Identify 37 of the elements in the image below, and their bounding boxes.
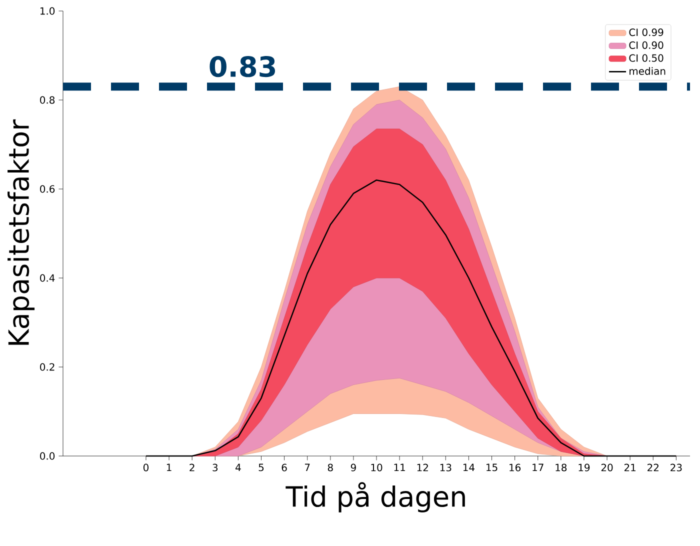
legend-label: CI 0.50 bbox=[629, 54, 664, 62]
x-tick-label: 5 bbox=[258, 464, 264, 472]
x-tick-label: 23 bbox=[670, 464, 682, 472]
x-tick-label: 21 bbox=[624, 464, 636, 472]
x-tick-label: 10 bbox=[371, 464, 382, 472]
x-tick-label: 9 bbox=[350, 464, 356, 472]
y-tick-label: 0.8 bbox=[40, 96, 55, 104]
x-tick-label: 7 bbox=[304, 464, 310, 472]
legend-label: CI 0.99 bbox=[629, 28, 664, 36]
x-tick-label: 1 bbox=[166, 464, 172, 472]
x-tick-label: 6 bbox=[282, 464, 287, 472]
x-axis-title: Tid på dagen bbox=[286, 482, 465, 512]
y-tick-label: 0.4 bbox=[40, 274, 55, 282]
x-tick-label: 8 bbox=[328, 464, 333, 472]
x-tick-label: 3 bbox=[212, 464, 218, 472]
y-tick-label: 1.0 bbox=[40, 7, 55, 15]
x-tick-label: 16 bbox=[510, 464, 521, 472]
y-tick-label: 0.6 bbox=[40, 185, 55, 193]
x-tick-label: 0 bbox=[143, 464, 149, 472]
x-tick-label: 18 bbox=[556, 464, 567, 472]
x-tick-label: 12 bbox=[417, 464, 428, 472]
legend-label: CI 0.90 bbox=[629, 41, 664, 49]
x-tick-label: 4 bbox=[236, 464, 241, 472]
x-tick-label: 20 bbox=[601, 464, 613, 472]
legend-label: median bbox=[630, 67, 666, 75]
x-tick-label: 22 bbox=[648, 464, 658, 472]
x-tick-label: 13 bbox=[440, 464, 452, 472]
x-tick-label: 14 bbox=[463, 464, 474, 472]
ref-line-label: 0.83 bbox=[210, 56, 276, 78]
x-tick-label: 2 bbox=[190, 464, 194, 472]
x-tick-label: 11 bbox=[394, 464, 405, 472]
x-tick-label: 17 bbox=[532, 464, 544, 472]
x-tick-label: 19 bbox=[578, 464, 590, 472]
x-tick-label: 15 bbox=[486, 464, 498, 472]
y-axis-title: Kapasitetsfaktor bbox=[8, 119, 35, 345]
y-tick-label: 0.2 bbox=[40, 363, 54, 371]
y-tick-label: 0.0 bbox=[40, 452, 55, 460]
